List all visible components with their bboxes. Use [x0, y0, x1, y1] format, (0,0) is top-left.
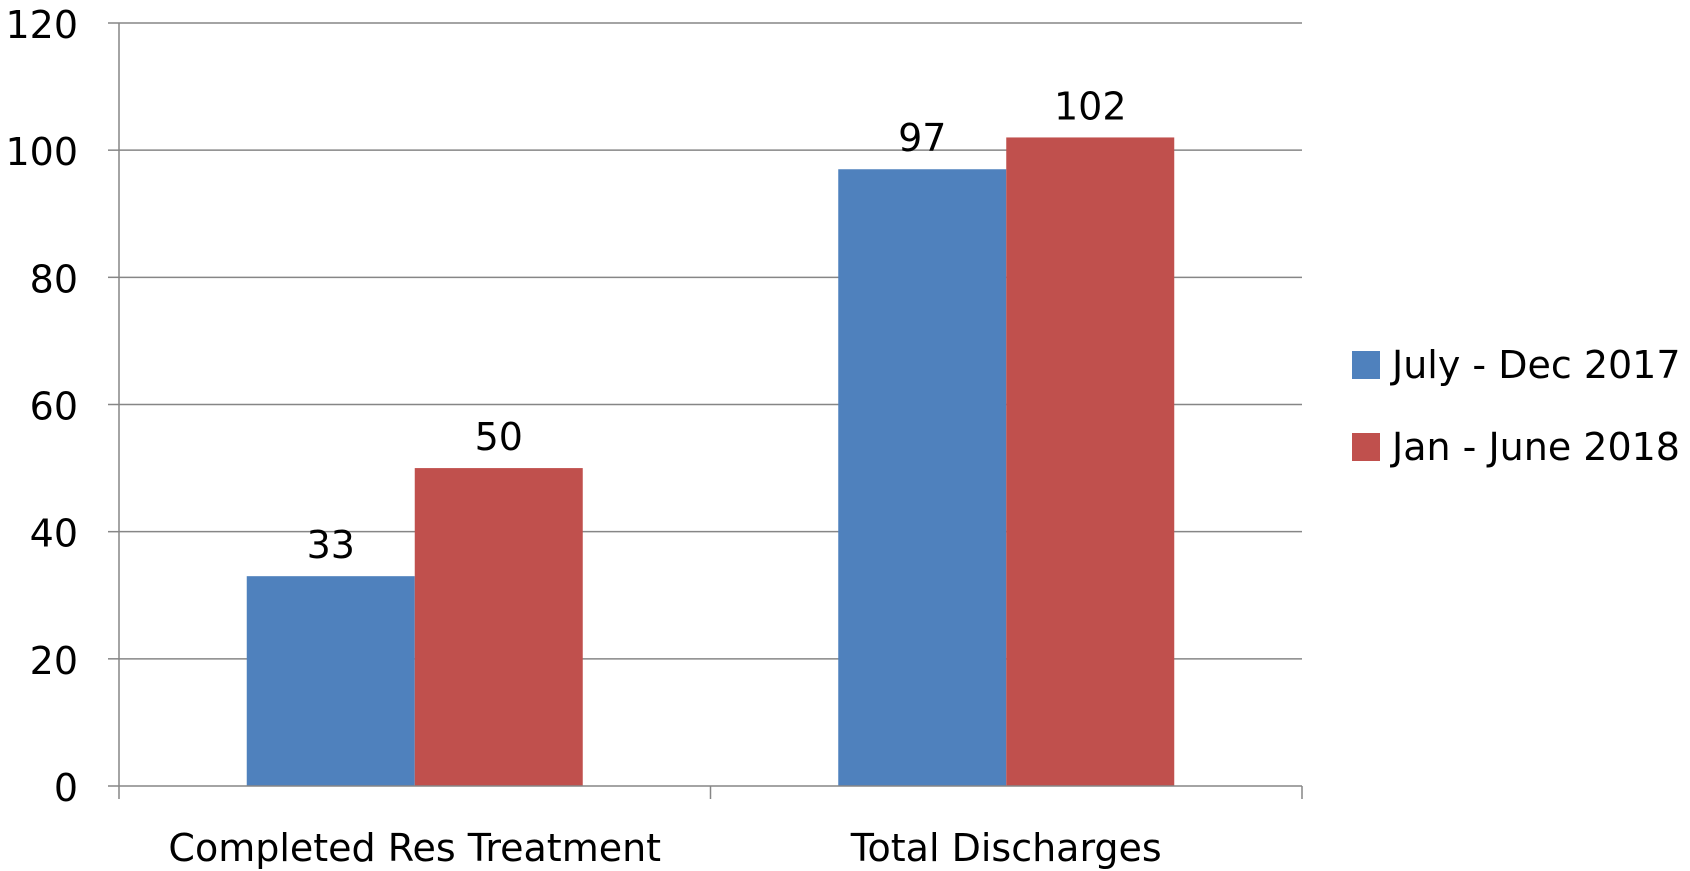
bars [246, 137, 1175, 786]
axes: 0 20 40 60 80 100 120 Completed Res Treatment To… [5, 3, 1303, 870]
data-label: 50 [475, 415, 523, 459]
y-tick-label: 40 [30, 512, 78, 556]
x-category-label: Total Discharges [850, 826, 1162, 870]
data-label: 102 [1054, 84, 1127, 128]
bar [414, 468, 583, 786]
y-tick-label: 60 [30, 385, 78, 429]
x-category-label: Completed Res Treatment [168, 826, 661, 870]
bar [1006, 137, 1175, 786]
bar [838, 169, 1007, 786]
legend-swatch [1352, 351, 1380, 379]
legend-label: Jan - June 2018 [1390, 425, 1680, 469]
data-labels: 33 50 97 102 [307, 84, 1127, 567]
data-label: 97 [898, 116, 946, 160]
data-label: 33 [307, 523, 355, 567]
legend-label: July - Dec 2017 [1390, 343, 1681, 387]
y-tick-label: 100 [5, 130, 78, 174]
y-tick-label: 20 [30, 639, 78, 683]
y-tick-label: 120 [5, 3, 78, 47]
legend-swatch [1352, 433, 1380, 461]
y-tick-label: 0 [54, 766, 78, 810]
legend: July - Dec 2017 Jan - June 2018 [1352, 343, 1681, 469]
bar [246, 576, 415, 786]
y-tick-label: 80 [30, 257, 78, 301]
